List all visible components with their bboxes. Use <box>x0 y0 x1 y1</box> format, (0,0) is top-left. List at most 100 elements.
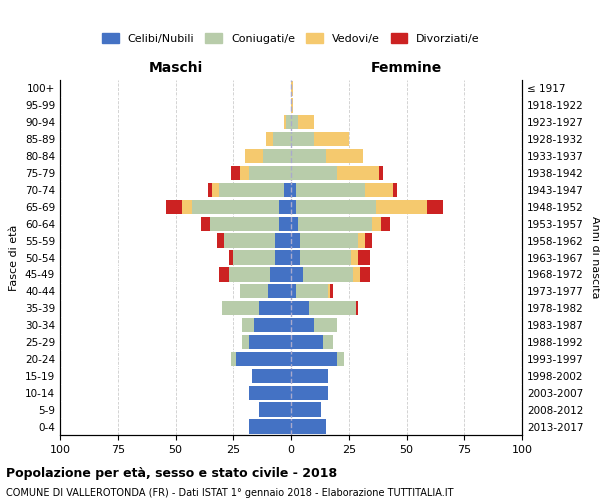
Y-axis label: Anni di nascita: Anni di nascita <box>590 216 600 298</box>
Bar <box>221 301 259 316</box>
Bar <box>330 284 332 298</box>
Text: Femmine: Femmine <box>371 61 442 75</box>
Bar <box>201 216 210 231</box>
Bar <box>323 335 332 349</box>
Bar <box>376 200 427 214</box>
Bar <box>166 200 182 214</box>
Bar <box>284 115 286 130</box>
Bar <box>291 386 328 400</box>
Bar <box>229 250 233 264</box>
Bar <box>326 149 362 164</box>
Bar <box>298 216 372 231</box>
Bar <box>240 284 268 298</box>
Text: Maschi: Maschi <box>148 61 203 75</box>
Bar <box>270 267 291 281</box>
Bar <box>291 82 293 96</box>
Bar <box>280 200 291 214</box>
Bar <box>240 166 250 180</box>
Bar <box>365 234 372 248</box>
Text: Popolazione per età, sesso e stato civile - 2018: Popolazione per età, sesso e stato civil… <box>6 468 337 480</box>
Bar <box>182 200 191 214</box>
Y-axis label: Fasce di età: Fasce di età <box>10 224 19 290</box>
Bar <box>379 166 383 180</box>
Bar <box>210 216 280 231</box>
Bar <box>351 250 358 264</box>
Bar <box>300 234 358 248</box>
Bar <box>229 267 270 281</box>
Bar <box>286 115 291 130</box>
Bar <box>337 166 379 180</box>
Bar <box>208 182 212 197</box>
Bar <box>291 335 323 349</box>
Bar <box>298 115 314 130</box>
Bar <box>296 200 376 214</box>
Bar <box>266 132 272 146</box>
Bar <box>254 318 291 332</box>
Bar <box>268 284 291 298</box>
Bar <box>252 368 291 383</box>
Bar <box>372 216 381 231</box>
Bar <box>291 420 326 434</box>
Bar <box>272 132 291 146</box>
Bar <box>392 182 397 197</box>
Bar <box>242 335 250 349</box>
Bar <box>291 200 296 214</box>
Bar <box>291 250 300 264</box>
Bar <box>427 200 443 214</box>
Bar <box>356 301 358 316</box>
Bar <box>314 132 349 146</box>
Bar <box>365 182 392 197</box>
Bar <box>302 267 353 281</box>
Bar <box>328 284 330 298</box>
Bar <box>353 267 360 281</box>
Bar <box>263 149 291 164</box>
Bar <box>291 284 296 298</box>
Bar <box>314 318 337 332</box>
Bar <box>291 234 300 248</box>
Bar <box>231 166 240 180</box>
Bar <box>250 420 291 434</box>
Bar <box>275 234 291 248</box>
Bar <box>291 318 314 332</box>
Bar <box>310 301 356 316</box>
Bar <box>250 335 291 349</box>
Bar <box>280 216 291 231</box>
Bar <box>291 149 326 164</box>
Bar <box>291 267 302 281</box>
Text: COMUNE DI VALLEROTONDA (FR) - Dati ISTAT 1° gennaio 2018 - Elaborazione TUTTITAL: COMUNE DI VALLEROTONDA (FR) - Dati ISTAT… <box>6 488 454 498</box>
Bar <box>291 402 321 417</box>
Bar <box>212 182 220 197</box>
Bar <box>259 402 291 417</box>
Bar <box>259 301 291 316</box>
Bar <box>242 318 254 332</box>
Bar <box>245 149 263 164</box>
Legend: Celibi/Nubili, Coniugati/e, Vedovi/e, Divorziati/e: Celibi/Nubili, Coniugati/e, Vedovi/e, Di… <box>98 29 484 48</box>
Bar <box>217 234 224 248</box>
Bar <box>360 267 370 281</box>
Bar <box>381 216 391 231</box>
Bar <box>296 182 365 197</box>
Bar <box>220 182 284 197</box>
Bar <box>291 352 337 366</box>
Bar <box>291 182 296 197</box>
Bar <box>250 166 291 180</box>
Bar <box>291 115 298 130</box>
Bar <box>300 250 351 264</box>
Bar <box>233 250 275 264</box>
Bar <box>224 234 275 248</box>
Bar <box>358 250 370 264</box>
Bar <box>291 301 310 316</box>
Bar <box>291 166 337 180</box>
Bar <box>236 352 291 366</box>
Bar <box>250 386 291 400</box>
Bar <box>291 98 293 112</box>
Bar <box>291 216 298 231</box>
Bar <box>231 352 236 366</box>
Bar <box>296 284 328 298</box>
Bar <box>358 234 365 248</box>
Bar <box>337 352 344 366</box>
Bar <box>275 250 291 264</box>
Bar <box>291 368 328 383</box>
Bar <box>284 182 291 197</box>
Bar <box>291 132 314 146</box>
